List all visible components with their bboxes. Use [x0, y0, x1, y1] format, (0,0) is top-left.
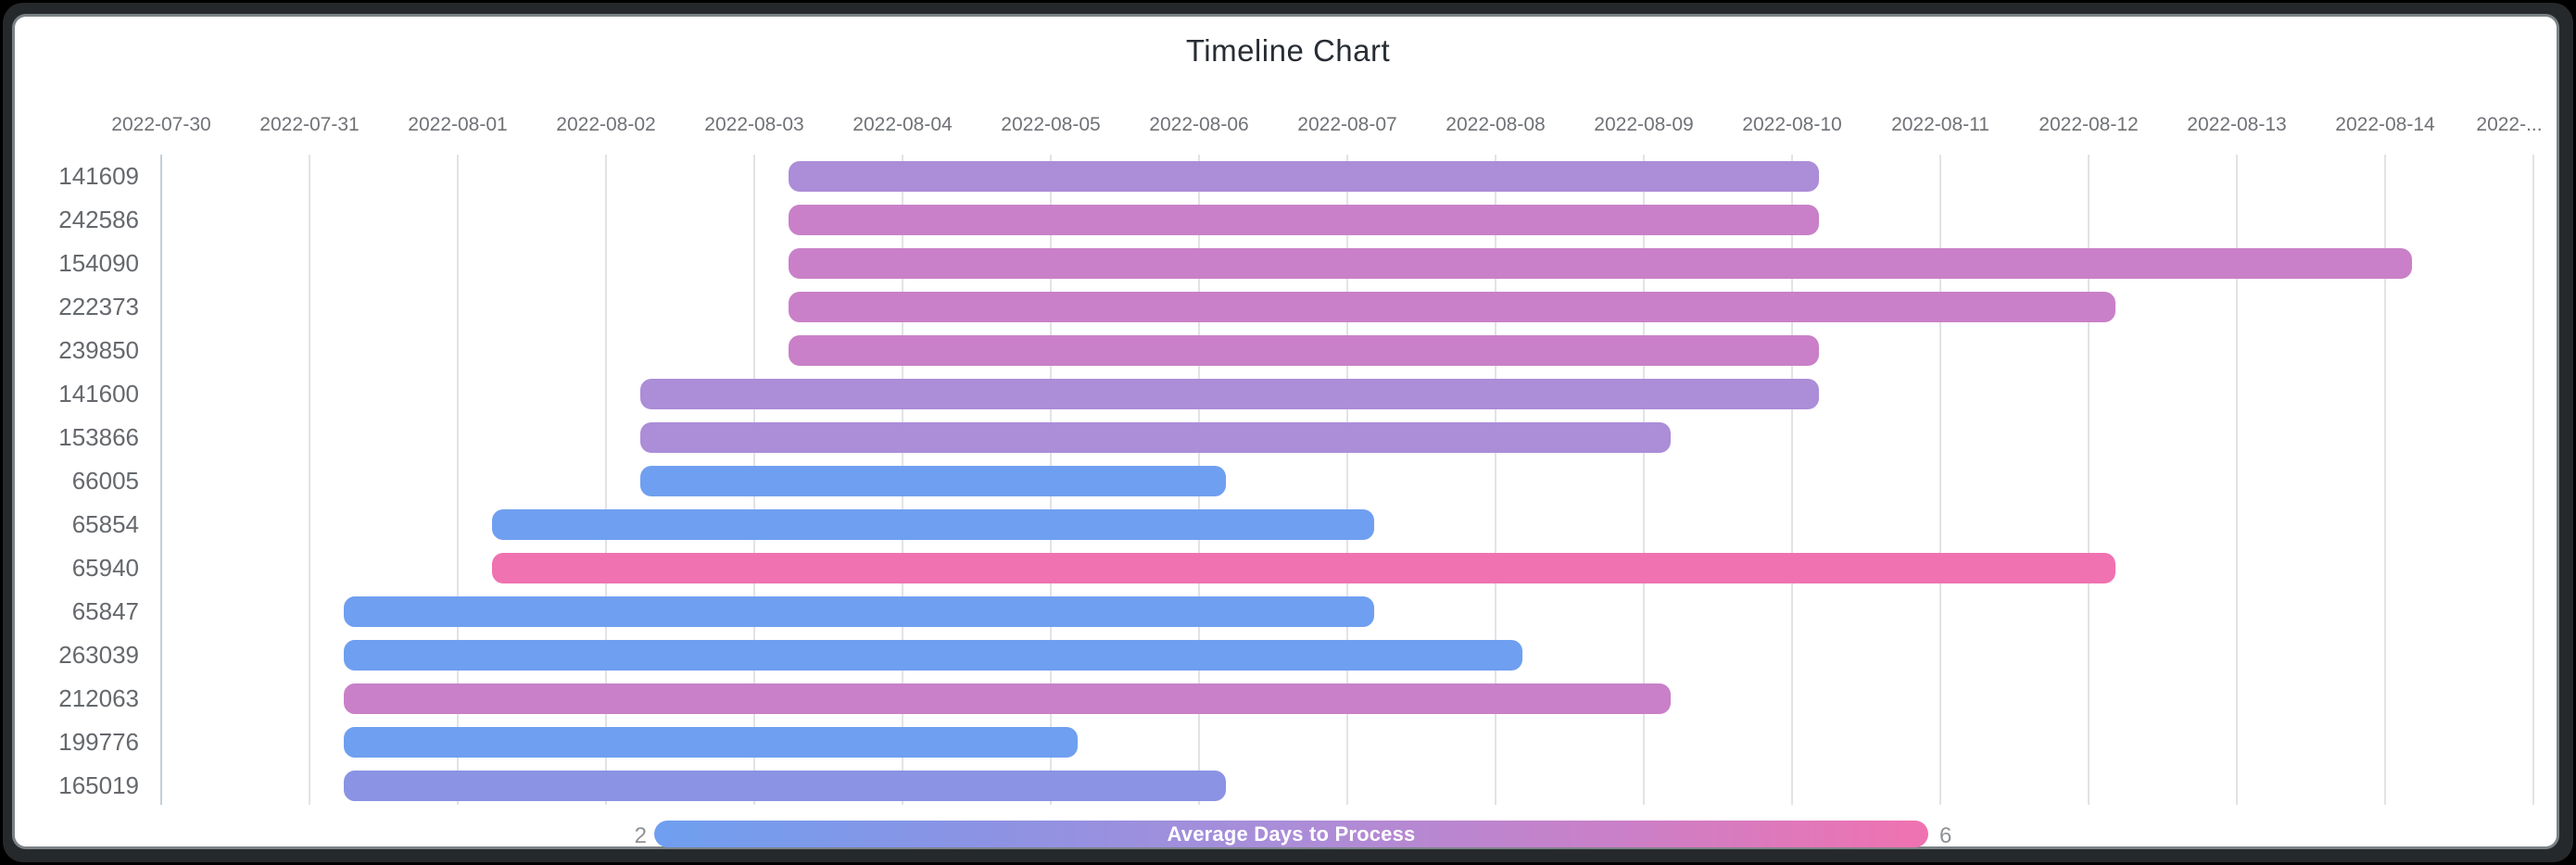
x-axis-date-label: 2022-08-04	[852, 114, 953, 135]
gridline	[1495, 155, 1496, 805]
gridline	[457, 155, 459, 805]
row-label: 165019	[58, 771, 139, 800]
legend-title: Average Days to Process	[1167, 821, 1416, 846]
x-axis-date-label: 2022-08-14	[2335, 114, 2435, 135]
x-axis-date-label: 2022-08-07	[1297, 114, 1397, 135]
timeline-bar[interactable]	[788, 247, 2412, 279]
x-axis-date-label: 2022-08-13	[2187, 114, 2287, 135]
x-axis-date-label: 2022-08-05	[1001, 114, 1101, 135]
gridline	[1346, 155, 1348, 805]
row-label: 222373	[58, 292, 139, 320]
timeline-bar[interactable]	[788, 204, 1819, 235]
x-axis-date-label: 2022-08-10	[1742, 114, 1842, 135]
legend-max-label: 6	[1939, 823, 1952, 848]
row-label: 154090	[58, 248, 139, 277]
timeline-bar[interactable]	[639, 421, 1671, 453]
row-label: 65847	[71, 597, 139, 626]
row-label: 263039	[58, 641, 139, 670]
row-label: 212063	[58, 684, 139, 713]
gridline	[309, 155, 310, 805]
gridline	[2236, 155, 2238, 805]
x-axis-date-label: 2022-08-06	[1149, 114, 1249, 135]
x-axis-date-label: 2022-08-02	[556, 114, 656, 135]
legend-gradient-bar: Average Days to Process	[654, 821, 1928, 847]
timeline-bar[interactable]	[639, 378, 1819, 409]
row-label: 199776	[58, 728, 139, 757]
timeline-bar[interactable]	[491, 509, 1374, 541]
timeline-bar[interactable]	[788, 160, 1819, 192]
x-axis-date-label: 2022-08-08	[1446, 114, 1546, 135]
chart-title: Timeline Chart	[1185, 33, 1391, 68]
gridline	[2384, 155, 2386, 805]
timeline-bar[interactable]	[639, 465, 1226, 496]
x-axis-date-label: 2022-08-09	[1594, 114, 1694, 135]
x-axis-date-label: 2022-08-03	[704, 114, 804, 135]
timeline-bar[interactable]	[343, 727, 1078, 758]
gridline	[2532, 155, 2534, 805]
row-label: 65940	[71, 554, 139, 583]
x-axis-date-label: 2022-07-30	[111, 114, 211, 135]
row-label: 65854	[71, 510, 139, 539]
timeline-bar[interactable]	[343, 683, 1671, 715]
timeline-bar[interactable]	[491, 553, 2115, 584]
x-axis-date-label: 2022-08-11	[1891, 114, 1989, 135]
row-label: 141600	[58, 379, 139, 407]
gridline	[160, 155, 162, 805]
gridline	[1791, 155, 1793, 805]
x-axis-date-label-truncated: 2022-...	[2476, 114, 2543, 135]
row-label: 141609	[58, 161, 139, 190]
row-label: 239850	[58, 335, 139, 364]
row-label: 153866	[58, 422, 139, 451]
gridline	[1643, 155, 1645, 805]
row-label: 66005	[71, 466, 139, 495]
gridline	[2088, 155, 2090, 805]
legend-min-label: 2	[634, 823, 647, 848]
x-axis-date-label: 2022-07-31	[259, 114, 360, 135]
timeline-bar[interactable]	[343, 771, 1226, 802]
timeline-bar[interactable]	[788, 291, 2115, 322]
gridline	[605, 155, 607, 805]
timeline-bar[interactable]	[343, 640, 1522, 671]
timeline-bar[interactable]	[788, 334, 1819, 366]
gridline	[1939, 155, 1941, 805]
timeline-bar[interactable]	[343, 596, 1374, 628]
x-axis-date-label: 2022-08-01	[408, 114, 508, 135]
row-label: 242586	[58, 205, 139, 233]
x-axis-date-label: 2022-08-12	[2039, 114, 2139, 135]
